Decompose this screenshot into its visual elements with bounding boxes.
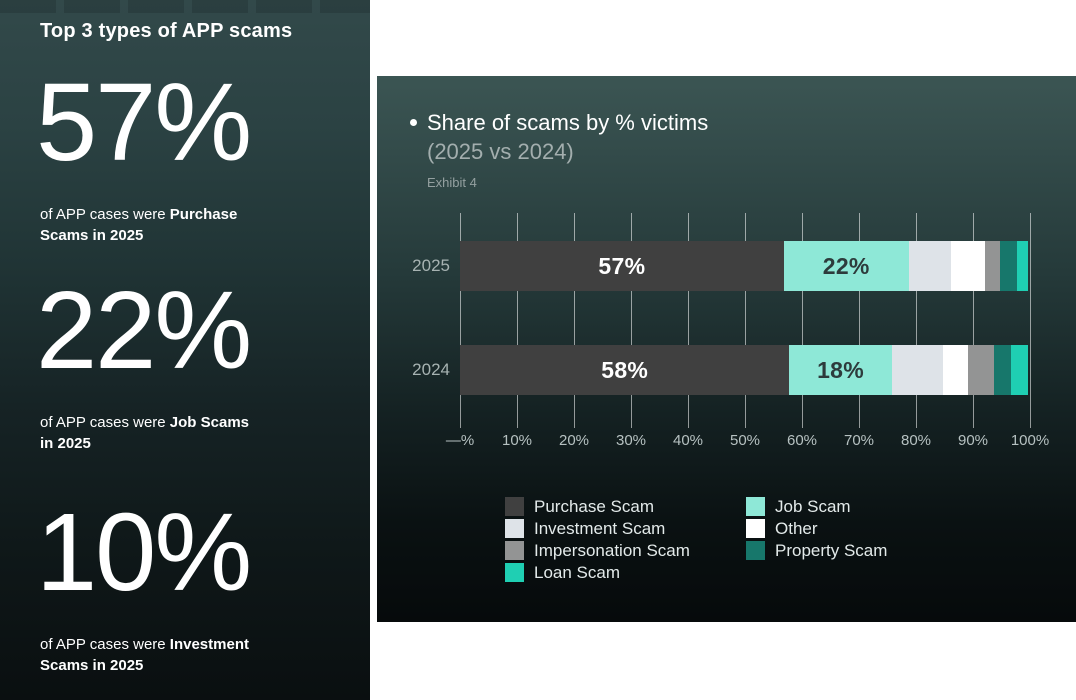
axis-tick-label: 40% (672, 432, 704, 449)
legend-swatch-icon (746, 541, 765, 560)
gridline-30 (630, 213, 632, 428)
legend-swatch-icon (746, 519, 765, 538)
stat-job-value: 22% (36, 269, 252, 392)
bar-segment-loan-scam-2024 (1010, 345, 1028, 395)
bar-segment-property-scam-2025 (999, 241, 1017, 291)
left-panel-title: Top 3 types of APP scams (40, 20, 293, 42)
bar-segment-property-scam-2024 (993, 345, 1011, 395)
legend-swatch-icon (505, 541, 524, 560)
chart-title-text: Share of scams by % victims (427, 110, 709, 135)
gridline-50 (744, 213, 746, 428)
bar-stack-2024: 58% 18% (460, 345, 1028, 395)
stat-purchase: 57% of APP cases were Purchase Scams in … (36, 68, 336, 246)
bar-segment-purchase-scam-2025: 57% (460, 241, 784, 291)
stat-investment-value: 10% (36, 491, 252, 614)
segment-value-label: 58% (601, 356, 649, 383)
axis-tick-label: 10% (501, 432, 533, 449)
bar-segment-job-scam-2024: 18% (789, 345, 892, 395)
bar-stack-2025: 57% 22% (460, 241, 1028, 291)
bar-segment-other-2025 (951, 241, 986, 291)
caption-bold: Purchase Scams in 2025 (40, 206, 238, 244)
legend-item-investment-scam: Investment Scam (505, 519, 690, 538)
caption-regular: of APP cases were (40, 414, 170, 431)
legend-column-2: Job Scam Other Property Scam (746, 497, 887, 563)
left-panel: Top 3 types of APP scams 57% of APP case… (0, 0, 370, 700)
stat-investment: 10% of APP cases were Investment Scams i… (36, 498, 336, 676)
legend-item-loan-scam: Loan Scam (505, 563, 690, 582)
axis-tick-label: —% (445, 432, 475, 449)
stat-purchase-caption: of APP cases were Purchase Scams in 2025 (40, 204, 260, 246)
legend-item-purchase-scam: Purchase Scam (505, 497, 690, 516)
gridline-60 (801, 213, 803, 428)
legend-label: Investment Scam (534, 518, 666, 538)
bar-segment-purchase-scam-2024: 58% (460, 345, 790, 395)
gridline-20 (573, 213, 575, 428)
axis-tick-label: 90% (957, 432, 989, 449)
category-label-2025: 2025 (412, 256, 450, 275)
axis-tick-label: 50% (729, 432, 761, 449)
legend-item-property-scam: Property Scam (746, 541, 887, 560)
segment-value-label: 57% (598, 252, 646, 279)
legend-item-impersonation-scam: Impersonation Scam (505, 541, 690, 560)
plot-area: 2025 57% 22% 2024 58% 18% (412, 213, 1031, 428)
stat-investment-caption: of APP cases were Investment Scams in 20… (40, 634, 260, 676)
gridline-90 (972, 213, 974, 428)
caption-bold: Investment Scams in 2025 (40, 636, 249, 674)
bar-segment-loan-scam-2025 (1016, 241, 1028, 291)
caption-regular: of APP cases were (40, 206, 170, 223)
bullet-icon (410, 119, 417, 126)
bar-row-2025: 2025 57% 22% (412, 241, 1030, 291)
bar-segment-impersonation-scam-2024 (968, 345, 994, 395)
caption-regular: of APP cases were (40, 636, 170, 653)
caption-bold: Job Scams in 2025 (40, 414, 250, 452)
bar-segment-impersonation-scam-2025 (985, 241, 1000, 291)
chart-panel: Share of scams by % victims (2025 vs 202… (377, 76, 1076, 622)
axis-tick-label: 30% (615, 432, 647, 449)
legend-swatch-icon (746, 497, 765, 516)
gridline-10 (516, 213, 518, 428)
legend-label: Purchase Scam (534, 496, 654, 516)
gridline-40 (687, 213, 689, 428)
bar-segment-investment-scam-2024 (891, 345, 943, 395)
legend-label: Job Scam (775, 496, 851, 516)
legend-swatch-icon (505, 563, 524, 582)
legend-swatch-icon (505, 519, 524, 538)
gridline-100 (1029, 213, 1031, 428)
legend-label: Impersonation Scam (534, 540, 690, 560)
legend-column-1: Purchase Scam Investment Scam Impersonatio… (505, 497, 690, 585)
axis-tick-label: 100% (1010, 432, 1050, 449)
legend-label: Loan Scam (534, 562, 620, 582)
segment-value-label: 18% (817, 356, 865, 383)
bar-row-2024: 2024 58% 18% (412, 345, 1030, 395)
legend-item-job-scam: Job Scam (746, 497, 887, 516)
gridline-0 (459, 213, 461, 428)
axis-tick-label: 70% (843, 432, 875, 449)
legend-label: Property Scam (775, 540, 888, 560)
chart-subtitle: (2025 vs 2024) (427, 139, 574, 164)
gridline-70 (858, 213, 860, 428)
stat-job-caption: of APP cases were Job Scams in 2025 (40, 412, 260, 454)
category-label-2024: 2024 (412, 360, 450, 379)
legend-item-other: Other (746, 519, 887, 538)
axis-tick-label: 60% (786, 432, 818, 449)
legend-label: Other (775, 518, 818, 538)
segment-value-label: 22% (822, 252, 870, 279)
exhibit-label: Exhibit 4 (427, 175, 477, 190)
bar-segment-job-scam-2025: 22% (783, 241, 909, 291)
legend-swatch-icon (505, 497, 524, 516)
x-axis: —% 10% 20% 30% 40% 50% 60% 70% 80% 90% 100% (446, 432, 1049, 452)
gridline-80 (915, 213, 917, 428)
stat-job: 22% of APP cases were Job Scams in 2025 (36, 276, 336, 454)
axis-tick-label: 80% (900, 432, 932, 449)
stat-purchase-value: 57% (36, 61, 252, 184)
bar-segment-investment-scam-2025 (908, 241, 952, 291)
chart-header: Share of scams by % victims (2025 vs 202… (410, 108, 709, 191)
bar-segment-other-2024 (942, 345, 969, 395)
axis-tick-label: 20% (558, 432, 590, 449)
chart-title: Share of scams by % victims (410, 108, 709, 137)
